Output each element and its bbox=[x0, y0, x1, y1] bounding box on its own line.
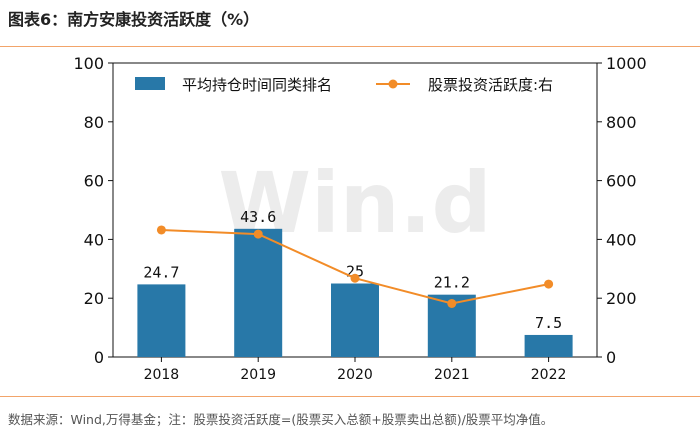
bar-2019 bbox=[234, 228, 283, 357]
legend-line-marker bbox=[388, 79, 398, 89]
y-right-tick-label: 600 bbox=[606, 172, 637, 191]
bar-value-label: 7.5 bbox=[535, 314, 562, 332]
x-tick-label: 2018 bbox=[144, 367, 180, 383]
y-right-tick-label: 200 bbox=[606, 289, 637, 308]
activity-point-2018 bbox=[156, 225, 166, 235]
y-left-tick-label: 20 bbox=[84, 289, 104, 308]
x-tick-label: 2019 bbox=[240, 367, 276, 383]
y-right-tick-label: 400 bbox=[606, 230, 637, 249]
y-left-tick-label: 0 bbox=[94, 348, 104, 367]
source-note: 数据来源：Wind,万得基金；注：股票投资活跃度=(股票买入总额+股票卖出总额)… bbox=[8, 412, 554, 427]
legend-bar-swatch bbox=[135, 77, 165, 90]
bar-value-label: 21.2 bbox=[434, 274, 470, 292]
y-right-tick-label: 1000 bbox=[606, 54, 647, 73]
y-left-tick-label: 100 bbox=[73, 54, 104, 73]
x-tick-label: 2022 bbox=[531, 367, 567, 383]
activity-point-2022 bbox=[544, 279, 554, 289]
activity-point-2020 bbox=[350, 273, 360, 283]
bar-2022 bbox=[524, 334, 573, 357]
bar-value-label: 43.6 bbox=[240, 208, 276, 226]
y-right-tick-label: 800 bbox=[606, 113, 637, 132]
y-left-tick-label: 60 bbox=[84, 172, 104, 191]
activity-point-2019 bbox=[253, 229, 263, 239]
x-tick-label: 2020 bbox=[337, 367, 373, 383]
x-tick-label: 2021 bbox=[434, 367, 470, 383]
page-title: 图表6：南方安康投资活跃度（%） bbox=[8, 10, 260, 29]
bar-2018 bbox=[137, 284, 186, 357]
chart-bars bbox=[137, 228, 573, 357]
bar-2020 bbox=[331, 283, 379, 357]
y-left-tick-label: 80 bbox=[84, 113, 104, 132]
legend-line-label: 股票投资活跃度:右 bbox=[428, 76, 553, 94]
y-left-tick-label: 40 bbox=[84, 230, 104, 249]
bar-value-label: 24.7 bbox=[143, 263, 179, 281]
chart-legend: 平均持仓时间同类排名 股票投资活跃度:右 bbox=[135, 76, 553, 94]
activity-point-2021 bbox=[447, 298, 457, 308]
y-right-tick-label: 0 bbox=[606, 348, 616, 367]
top-divider bbox=[0, 46, 700, 47]
chart-line-series bbox=[156, 225, 554, 308]
legend-bar-label: 平均持仓时间同类排名 bbox=[182, 76, 332, 94]
bottom-divider bbox=[0, 396, 700, 397]
